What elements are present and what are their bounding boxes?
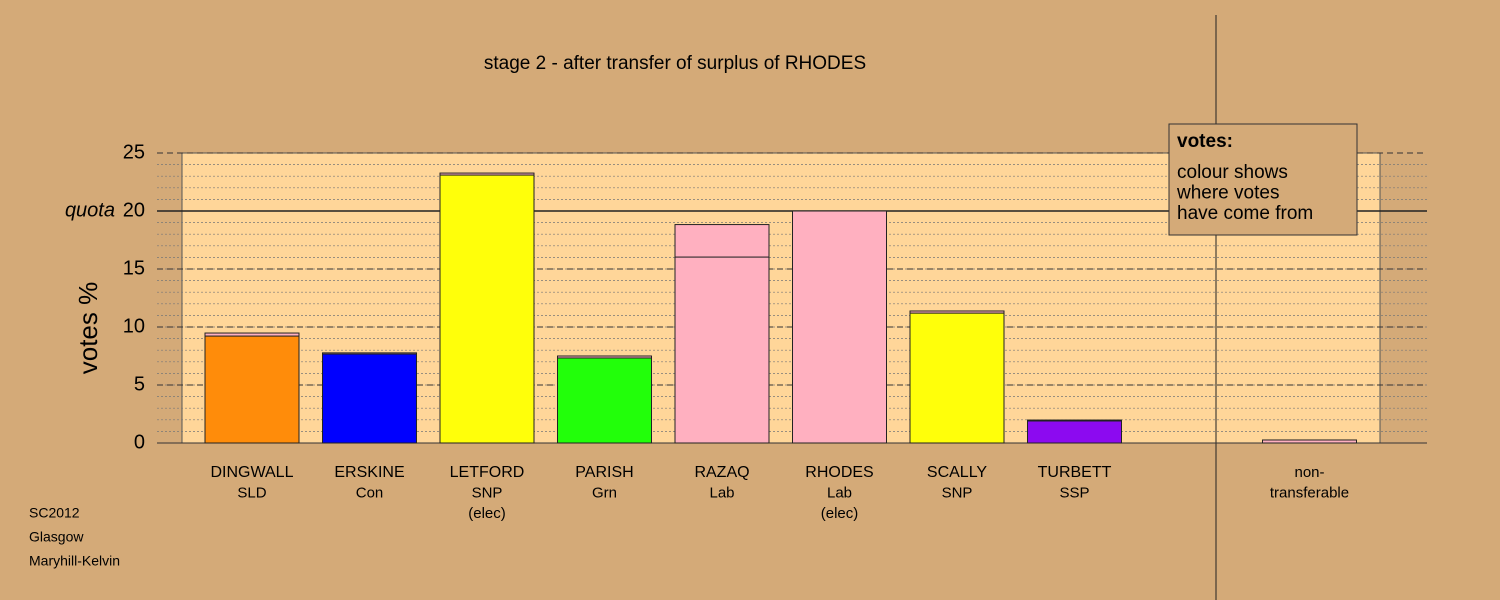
y-tick-label: 20 xyxy=(123,199,145,221)
y-tick-label: 0 xyxy=(134,431,145,453)
x-tick-label: TURBETT xyxy=(1038,464,1112,481)
x-tick-label: PARISH xyxy=(575,464,633,481)
chart-title: stage 2 - after transfer of surplus of R… xyxy=(484,53,866,74)
bar-segment xyxy=(1262,439,1357,444)
bar-segment xyxy=(1027,419,1122,422)
y-tick-label: 10 xyxy=(123,315,145,337)
x-tick-label: RAZAQ xyxy=(694,464,749,481)
bar-segment xyxy=(204,332,300,337)
bar-segment xyxy=(439,172,535,176)
x-tick-label: Lab xyxy=(827,484,852,501)
x-tick-label: SLD xyxy=(237,484,266,501)
x-tick-label: RHODES xyxy=(805,464,873,481)
x-tick-label: Lab xyxy=(709,484,734,501)
bar-segment xyxy=(204,335,300,444)
x-tick-label: SNP xyxy=(942,484,973,501)
bar-segment xyxy=(322,353,417,444)
x-tick-label: SCALLY xyxy=(927,464,988,481)
x-tick-label: Grn xyxy=(592,484,617,501)
footer-text: SC2012 xyxy=(29,505,80,521)
bar-segment xyxy=(792,210,887,444)
bar-segment xyxy=(557,355,652,359)
bar-segment xyxy=(439,174,535,444)
bar-segment xyxy=(1027,420,1122,444)
bar-segment xyxy=(557,357,652,444)
y-tick-label: 5 xyxy=(134,373,145,395)
x-tick-label: (elec) xyxy=(468,505,506,522)
x-tick-label: SNP xyxy=(472,484,503,501)
x-tick-label: SSP xyxy=(1059,484,1089,501)
bar-segment xyxy=(909,310,1005,314)
legend-text: have come from xyxy=(1177,203,1313,224)
footer-text: Maryhill-Kelvin xyxy=(29,553,120,569)
footer-text: Glasgow xyxy=(29,529,84,545)
x-tick-label: (elec) xyxy=(821,505,859,522)
x-tick-label: ERSKINE xyxy=(334,464,404,481)
legend-title: votes: xyxy=(1177,131,1233,152)
y-tick-label: 25 xyxy=(123,141,145,163)
bar-segment xyxy=(909,312,1005,444)
x-tick-label: DINGWALL xyxy=(211,464,294,481)
bar-segment xyxy=(674,256,770,444)
x-tick-label: Con xyxy=(356,484,384,501)
x-tick-label: LETFORD xyxy=(450,464,525,481)
legend-box xyxy=(1168,123,1358,236)
bar-segment xyxy=(674,224,770,258)
x-tick-label: non- xyxy=(1294,464,1324,481)
legend-text: colour shows xyxy=(1177,162,1288,183)
bar-segment xyxy=(322,352,417,355)
legend-text: where votes xyxy=(1176,183,1279,204)
x-tick-label: transferable xyxy=(1270,484,1349,501)
y-axis-label: votes % xyxy=(73,282,103,375)
quota-label: quota xyxy=(65,199,115,221)
y-tick-label: 15 xyxy=(123,257,145,279)
